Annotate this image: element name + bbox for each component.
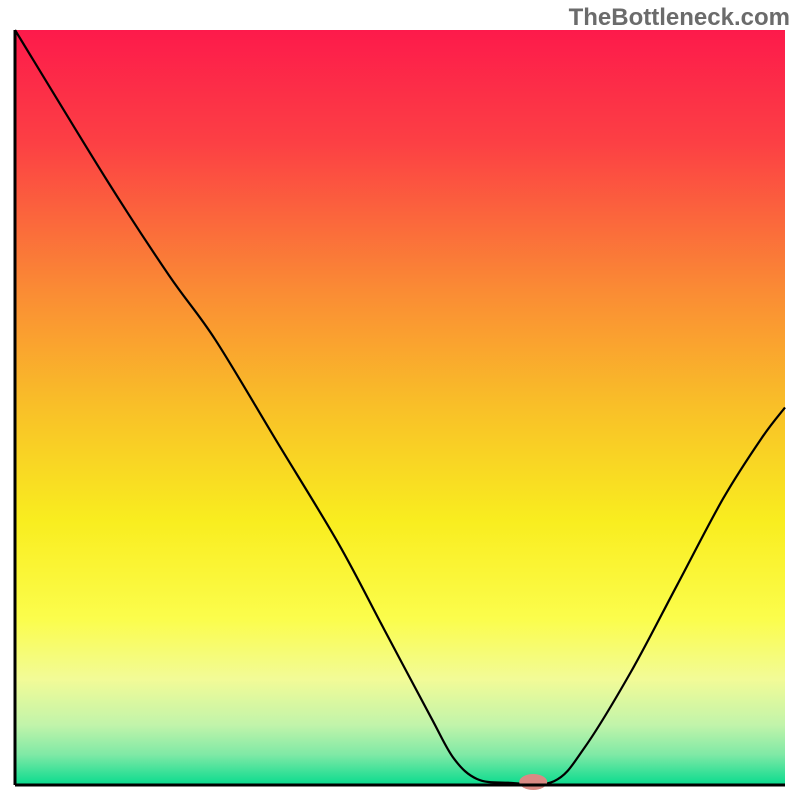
bottleneck-chart: TheBottleneck.com	[0, 0, 800, 800]
gradient-background	[15, 30, 785, 785]
watermark-text: TheBottleneck.com	[569, 4, 790, 32]
optimal-marker	[519, 774, 547, 790]
chart-svg	[0, 0, 800, 800]
